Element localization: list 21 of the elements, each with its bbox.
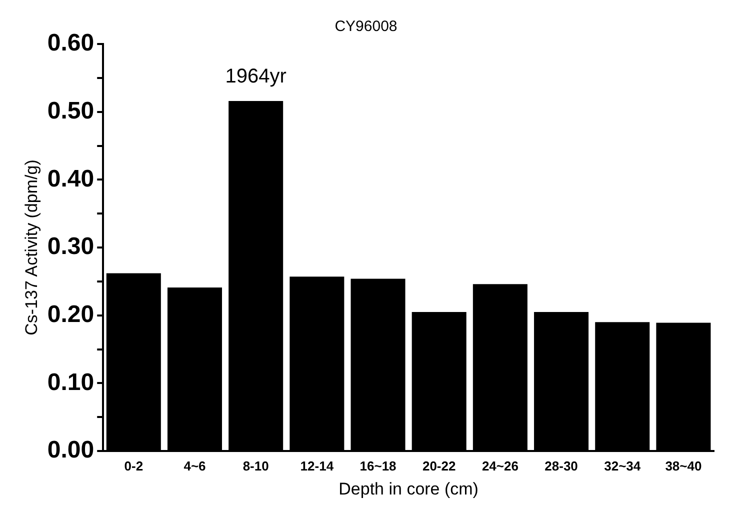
y-tick-label: 0.30 bbox=[47, 233, 94, 260]
x-tick-label: 28-30 bbox=[544, 458, 578, 474]
x-axis-title: Depth in core (cm) bbox=[338, 479, 478, 498]
y-axis-title: Cs-137 Activity (dpm/g) bbox=[22, 160, 41, 336]
x-tick-label: 24~26 bbox=[482, 458, 518, 474]
x-tick-label: 32~34 bbox=[604, 458, 642, 474]
y-tick-label: 0.40 bbox=[47, 165, 94, 192]
y-tick-label: 0.50 bbox=[47, 97, 94, 124]
x-tick-label: 20-22 bbox=[422, 458, 456, 474]
x-tick-label: 8-10 bbox=[242, 458, 269, 474]
annotation: 1964yr bbox=[225, 65, 287, 88]
x-tick-label: 12-14 bbox=[300, 458, 334, 474]
chart-title: CY96008 bbox=[334, 18, 398, 36]
y-tick-label: 0.00 bbox=[47, 436, 94, 464]
y-tick-label: 0.60 bbox=[47, 30, 94, 57]
x-tick-label: 4~6 bbox=[184, 458, 206, 474]
y-tick-label: 0.10 bbox=[47, 368, 94, 396]
x-tick-label: 0-2 bbox=[124, 458, 144, 474]
x-tick-label: 16~18 bbox=[360, 458, 396, 474]
y-tick-label: 0.20 bbox=[47, 300, 94, 328]
x-tick-label: 38~40 bbox=[665, 458, 702, 474]
